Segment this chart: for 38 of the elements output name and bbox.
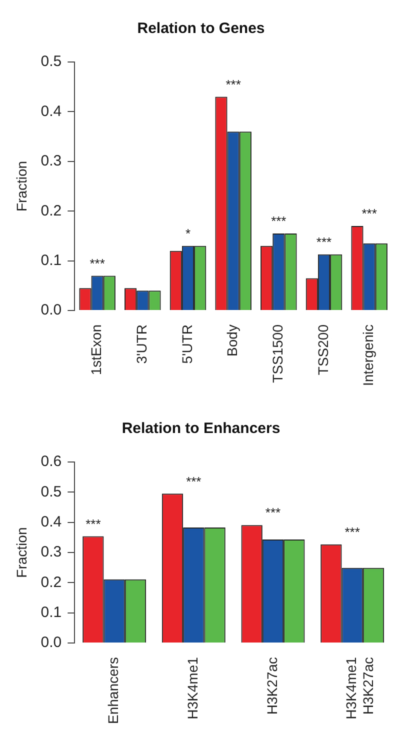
data-label: *** [362,206,377,222]
y-axis-title: Fraction [13,527,30,578]
y-tick-label: 0.4 [40,513,62,530]
x-tick-label: H3K4me1 H3K27ac [343,656,376,720]
y-tick-label: 0.1 [40,604,62,622]
y-tick-label: 0.5 [40,53,62,70]
chart-title: Relation to Enhancers [122,420,280,438]
y-tick-label: 0.3 [40,544,62,561]
x-tick-label: Enhancers [105,657,122,724]
y-tick-label: 0.1 [40,252,62,269]
data-label: *** [316,234,332,250]
y-tick-label: 0.2 [40,202,62,220]
y-tick-label: 0.5 [40,483,62,500]
x-tick-label: Body [224,324,240,356]
data-label: *** [186,474,202,489]
data-label: *** [90,256,105,271]
data-label: *** [271,214,286,229]
x-tick-label: 3'UTR [134,324,150,364]
x-tick-label: 5'UTR [178,324,195,364]
y-tick-label: 0.4 [40,102,62,120]
data-label: *** [265,505,281,520]
x-tick-label: 1stExon [88,324,104,376]
x-tick-label: H3K4me1 [184,656,201,720]
data-label: *** [226,76,241,92]
y-tick-label: 0.3 [40,152,62,170]
chart-title: Relation to Genes [137,20,265,38]
y-tick-label: 0.2 [40,574,62,591]
y-tick-label: 0.0 [40,302,62,319]
y-axis-title: Fraction [13,160,30,212]
y-tick-label: 0.6 [40,453,62,470]
x-tick-label: TSS1500 [270,324,286,383]
x-tick-label: Intergenic [360,324,376,386]
data-label: * [185,226,191,241]
x-tick-label: H3K27ac [264,657,280,715]
data-label: *** [344,524,360,540]
y-tick-label: 0.0 [40,634,62,652]
data-label: *** [86,516,101,532]
x-tick-label: TSS200 [314,324,331,376]
